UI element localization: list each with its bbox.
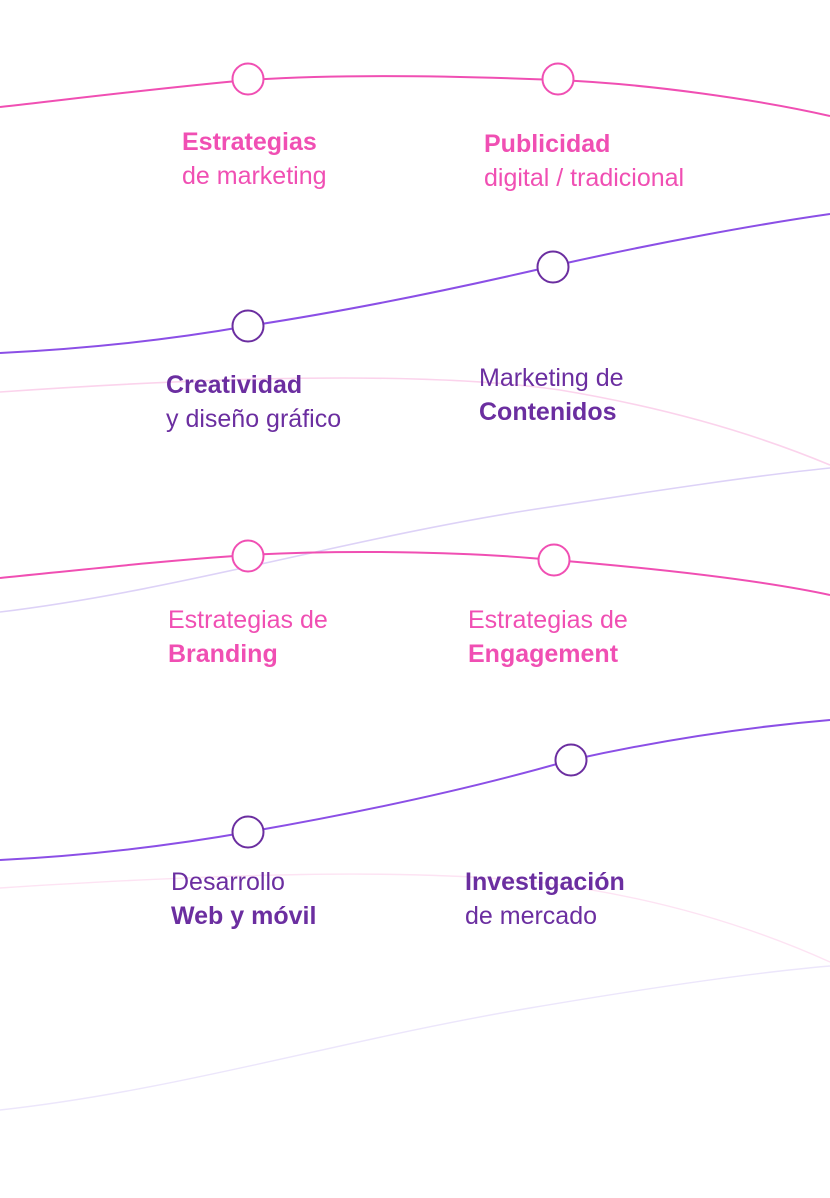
service-subtitle: de mercado — [465, 902, 598, 930]
service-investigacion: Investigación de mercado — [465, 865, 625, 933]
service-subtitle: de marketing — [182, 162, 327, 190]
service-branding: Estrategias de Branding — [168, 603, 328, 671]
service-title: Creatividad — [166, 371, 303, 399]
node-circle — [231, 309, 265, 343]
violet-curve-1 — [0, 213, 830, 354]
service-subtitle: y diseño gráfico — [166, 405, 342, 433]
service-subtitle: digital / tradicional — [484, 164, 685, 192]
service-title: Engagement — [468, 640, 619, 668]
service-subtitle: Desarrollo — [171, 868, 285, 896]
service-subtitle: Marketing de — [479, 364, 624, 392]
pink-curve-2 — [0, 551, 830, 596]
faint-pink-curve-lower — [0, 873, 830, 963]
faint-violet-curve-lower — [0, 965, 830, 1111]
service-estrategias-marketing: Estrategias de marketing — [182, 125, 327, 193]
node-circle — [231, 815, 265, 849]
service-creatividad: Creatividad y diseño gráfico — [166, 368, 341, 436]
violet-curve-2 — [0, 719, 830, 861]
node-circle — [231, 539, 265, 573]
service-marketing-contenidos: Marketing de Contenidos — [479, 361, 624, 429]
node-circle — [537, 543, 571, 577]
service-title: Publicidad — [484, 130, 611, 158]
service-desarrollo-web: Desarrollo Web y móvil — [171, 865, 316, 933]
node-circle — [554, 743, 588, 777]
service-subtitle: Estrategias de — [468, 606, 628, 634]
faint-violet-curve — [0, 467, 830, 613]
node-circle — [231, 62, 265, 96]
node-circle — [541, 62, 575, 96]
service-title: Investigación — [465, 868, 625, 896]
service-title: Web y móvil — [171, 902, 317, 930]
service-title: Contenidos — [479, 398, 617, 426]
service-publicidad: Publicidad digital / tradicional — [484, 127, 684, 195]
service-title: Estrategias — [182, 128, 317, 156]
node-circle — [536, 250, 570, 284]
pink-curve-1 — [0, 75, 830, 117]
service-engagement: Estrategias de Engagement — [468, 603, 628, 671]
service-subtitle: Estrategias de — [168, 606, 328, 634]
service-title: Branding — [168, 640, 278, 668]
faint-pink-curve — [0, 377, 830, 466]
